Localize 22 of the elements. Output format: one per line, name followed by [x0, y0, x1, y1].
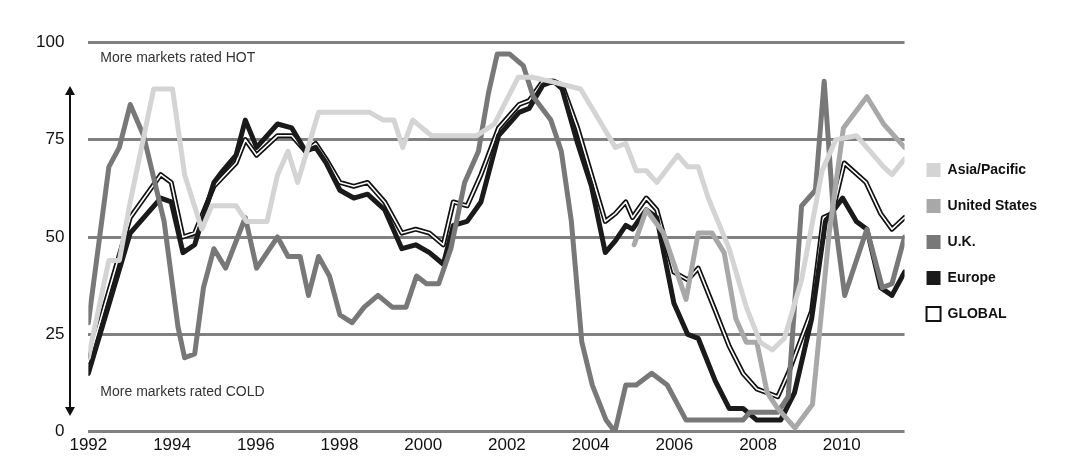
- y-tick-label: 50: [45, 226, 65, 246]
- annotation: More markets rated HOT: [100, 49, 256, 66]
- x-tick-label: 1996: [236, 434, 275, 454]
- y-tick-label: 25: [45, 324, 65, 344]
- x-tick-label: 2008: [739, 434, 777, 454]
- legend-label: GLOBAL: [947, 304, 1008, 321]
- legend-label: United States: [947, 196, 1038, 213]
- legend-label: Asia/Pacific: [947, 160, 1027, 177]
- x-tick-label: 2002: [488, 434, 526, 454]
- legend-label: Europe: [947, 268, 996, 285]
- y-tick-label: 75: [45, 129, 65, 149]
- y-tick-label: 0: [54, 421, 65, 441]
- annotation: More markets rated COLD: [100, 382, 265, 399]
- x-tick-label: 2010: [822, 434, 861, 454]
- x-tick-label: 2000: [404, 434, 443, 454]
- x-tick-label: 2004: [571, 434, 610, 454]
- x-tick-label: 1998: [320, 434, 359, 454]
- legend-label: U.K.: [947, 232, 976, 249]
- x-tick-label: 2006: [655, 434, 694, 454]
- x-tick-label: 1994: [153, 434, 191, 454]
- y-tick-label: 100: [35, 31, 65, 51]
- x-tick-label: 1992: [69, 434, 108, 454]
